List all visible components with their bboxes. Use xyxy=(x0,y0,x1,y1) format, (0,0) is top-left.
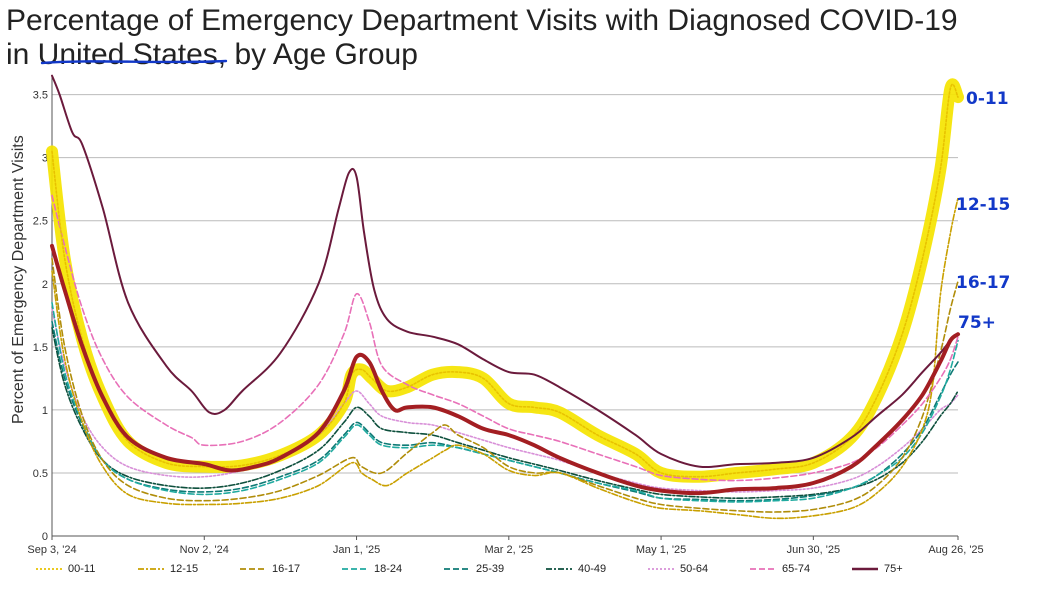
series-line-50-64 xyxy=(51,308,959,493)
legend-item: 50-64 xyxy=(648,563,750,575)
highlighter-layer xyxy=(46,78,964,483)
x-tick-label: Jun 30, '25 xyxy=(787,544,840,556)
legend-swatch xyxy=(750,568,776,570)
y-tick-label: 1.5 xyxy=(33,342,48,354)
handwritten-annotations: 0-11 12-15 16-17 75+ xyxy=(40,59,1010,333)
legend-item: 16-17 xyxy=(240,563,342,575)
series-line-16-17 xyxy=(51,257,959,513)
legend-item: 18-24 xyxy=(342,563,444,575)
legend-label: 12-15 xyxy=(170,563,199,575)
handwritten-label-0-11: 0-11 xyxy=(966,89,1009,109)
series-line-75- xyxy=(51,74,959,469)
legend-swatch xyxy=(444,568,470,570)
legend-label: 16-17 xyxy=(272,563,301,575)
legend-swatch xyxy=(36,568,62,570)
legend-swatch xyxy=(240,568,266,570)
axes: 0 0.5 1 1.5 2 2.5 3 3.5 Sep 3, '24 Nov 2, '24 Jan … xyxy=(27,76,984,556)
legend-swatch xyxy=(648,568,674,570)
x-tick-label: May 1, '25 xyxy=(636,544,686,556)
legend-label: 25-39 xyxy=(476,563,505,575)
y-tick-label: 0.5 xyxy=(33,468,48,480)
x-tick-label: Nov 2, '24 xyxy=(180,544,229,556)
y-tick-label: 2.5 xyxy=(33,216,48,228)
legend-swatch xyxy=(342,568,368,570)
x-tick-label: Aug 26, '25 xyxy=(928,544,983,556)
chart-area: 0 0.5 1 1.5 2 2.5 3 3.5 Sep 3, '24 Nov 2, '24 Jan … xyxy=(27,59,1010,556)
handwritten-label-75-: 75+ xyxy=(958,313,996,333)
legend-item: 25-39 xyxy=(444,563,546,575)
handwritten-underline xyxy=(40,59,228,65)
series-line-all-ages xyxy=(50,243,960,496)
legend-label: 00-11 xyxy=(68,563,96,575)
chart-title-line-1: Percentage of Emergency Department Visit… xyxy=(6,4,958,37)
series-line-00-11 xyxy=(51,83,959,478)
y-tick-label: 2 xyxy=(42,279,48,291)
x-tick-label: Jan 1, '25 xyxy=(333,544,380,556)
legend-label: 18-24 xyxy=(374,563,403,575)
y-axis-label: Percent of Emergency Department Visits xyxy=(10,135,27,424)
legend-label: 75+ xyxy=(884,563,903,575)
legend-label: 40-49 xyxy=(578,563,607,575)
handwritten-label-12-15: 12-15 xyxy=(956,195,1010,215)
legend-item: 00-11 xyxy=(36,563,138,575)
legend-item: 65-74 xyxy=(750,563,852,575)
legend: 00-11 12-15 16-17 18-24 25-39 40-49 50-64 65-74… xyxy=(36,563,954,575)
legend-label: 50-64 xyxy=(680,563,709,575)
legend-swatch xyxy=(138,568,164,570)
series-line-65-74 xyxy=(51,194,959,482)
y-tick-label: 0 xyxy=(42,531,48,543)
y-tick-label: 1 xyxy=(42,405,48,417)
y-tick-label: 3 xyxy=(42,153,48,165)
series-line-12-15 xyxy=(51,197,959,520)
highlight-stroke-00-11 xyxy=(46,78,964,483)
legend-swatch xyxy=(852,567,878,571)
legend-item: 75+ xyxy=(852,563,954,575)
x-tick-label: Mar 2, '25 xyxy=(485,544,534,556)
series-line-40-49 xyxy=(51,327,959,499)
handwritten-label-16-17: 16-17 xyxy=(956,273,1010,293)
gridlines xyxy=(52,94,958,537)
series-line-25-39 xyxy=(51,320,959,502)
x-tick-label: Sep 3, '24 xyxy=(27,544,76,556)
legend-swatch xyxy=(546,568,572,570)
chart-title-line-2: in United States, by Age Group xyxy=(6,38,418,71)
series-lines xyxy=(50,74,960,520)
y-tick-label: 3.5 xyxy=(33,90,48,102)
legend-item: 12-15 xyxy=(138,563,240,575)
legend-label: 65-74 xyxy=(782,563,811,575)
legend-item: 40-49 xyxy=(546,563,648,575)
